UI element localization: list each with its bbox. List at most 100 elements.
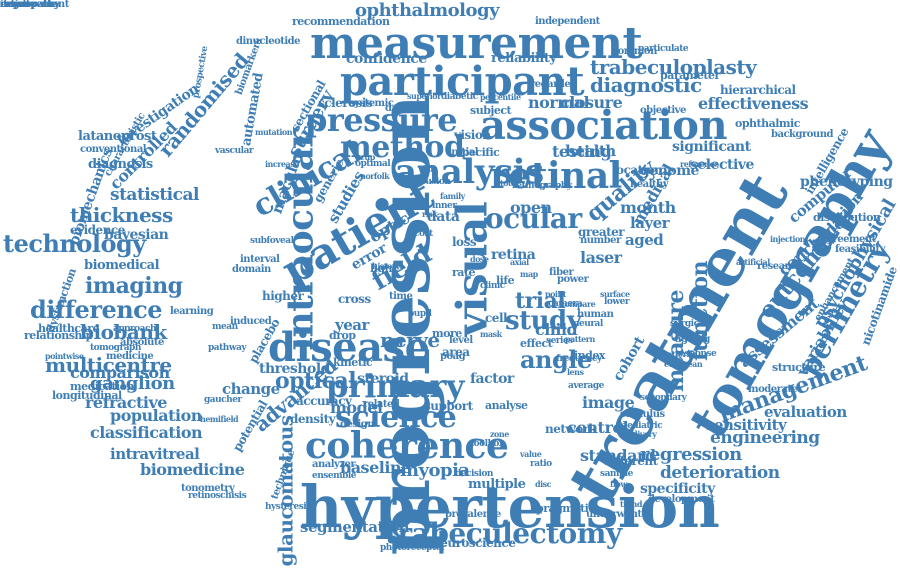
- cloud-word: significant: [672, 139, 751, 155]
- cloud-word: particulate: [638, 44, 689, 54]
- cloud-word: prevalence: [445, 509, 501, 520]
- cloud-word: imaging: [85, 273, 183, 299]
- cloud-word: paediatric: [616, 421, 663, 431]
- cloud-word: ophthalmology: [355, 0, 500, 21]
- cloud-word: vision: [454, 128, 491, 142]
- cloud-word: induced: [230, 316, 272, 327]
- cloud-word: number: [580, 235, 621, 246]
- cloud-word: science: [335, 400, 457, 435]
- cloud-word: higher: [262, 289, 304, 303]
- cloud-word: delivery: [625, 429, 657, 439]
- cloud-word: retinal: [490, 155, 622, 197]
- cloud-word: biomedicine: [140, 460, 245, 479]
- cloud-word: sample: [600, 469, 633, 479]
- cloud-word: phenotyping: [800, 174, 893, 190]
- cloud-word: statistical: [110, 185, 199, 205]
- cloud-word: diabetic: [441, 92, 478, 102]
- cloud-word: compare: [560, 299, 596, 309]
- cloud-word: standard: [580, 446, 656, 465]
- cloud-word: health: [565, 142, 616, 160]
- cloud-word: testing: [552, 142, 612, 161]
- cloud-word: design: [340, 419, 375, 430]
- cloud-word: ageing: [675, 334, 710, 345]
- cloud-word: fiber: [549, 267, 574, 278]
- cloud-word: retina: [491, 247, 536, 263]
- cloud-word: specificity: [640, 481, 715, 497]
- cloud-word: subject: [470, 104, 512, 117]
- cloud-word: average: [568, 381, 604, 391]
- cloud-word: retinoschisis: [188, 491, 247, 501]
- cloud-word: kinetic: [333, 356, 373, 369]
- cloud-word: baseline: [340, 458, 411, 477]
- cloud-word: disc: [535, 479, 552, 489]
- cloud-word: coherence: [305, 425, 509, 467]
- cloud-word: camera: [548, 299, 583, 309]
- cloud-word: open: [510, 198, 552, 217]
- cloud-word: analyzer: [312, 459, 356, 470]
- cloud-word: classification: [90, 423, 203, 442]
- cloud-word: degree: [0, 0, 36, 10]
- cloud-word: regarded: [530, 79, 577, 90]
- cloud-word: greater: [578, 225, 625, 239]
- cloud-word: initial: [448, 147, 479, 158]
- cloud-word: conventional: [80, 144, 147, 155]
- cloud-word: distribution: [813, 211, 881, 224]
- cloud-word: multiple: [468, 477, 526, 492]
- cloud-word: trabeculoplasty: [590, 55, 757, 79]
- cloud-word: cost: [414, 229, 433, 239]
- cloud-word: optimal: [355, 159, 391, 169]
- cloud-word: latanoprost: [78, 129, 157, 144]
- cloud-word: hierarchical: [720, 83, 796, 97]
- cloud-word: common: [612, 46, 657, 57]
- cloud-word: month: [620, 198, 676, 217]
- cloud-word: drop: [329, 329, 356, 342]
- cloud-word: relationship: [24, 329, 93, 342]
- cloud-word: mean: [212, 322, 238, 332]
- cloud-word: function: [687, 260, 714, 362]
- cloud-word: steroid: [357, 371, 409, 387]
- cloud-word: underwent: [586, 509, 642, 520]
- cloud-word: hypertension: [300, 473, 720, 541]
- cloud-word: ocular: [485, 202, 582, 235]
- cloud-word: pointwise: [45, 351, 84, 361]
- cloud-word: specific: [456, 146, 500, 159]
- cloud-word: normal: [528, 93, 590, 112]
- cloud-word: pragmatic: [536, 502, 595, 515]
- cloud-word: evidence: [70, 223, 125, 237]
- cloud-word: index: [574, 349, 605, 362]
- cloud-word: ophthalmic: [735, 117, 800, 130]
- cloud-word: cross: [338, 292, 371, 306]
- cloud-word: healthcare: [38, 322, 100, 335]
- cloud-word: frequency: [556, 354, 602, 364]
- cloud-word: research: [757, 261, 802, 272]
- cloud-word: artificial: [736, 257, 770, 267]
- cloud-word: optical: [275, 368, 357, 394]
- cloud-word: method: [340, 130, 465, 165]
- cloud-word: change: [222, 380, 280, 398]
- cloud-word: agreement: [820, 234, 876, 245]
- cloud-word: ratio: [530, 459, 552, 469]
- cloud-word: angle: [520, 345, 592, 374]
- cloud-word: participant: [340, 58, 585, 105]
- cloud-word: increase: [265, 159, 299, 169]
- cloud-word: biobank: [80, 320, 167, 344]
- cloud-word: trabeculectomy: [385, 517, 622, 550]
- cloud-word: tonometry: [181, 483, 235, 494]
- cloud-word: data: [427, 209, 460, 225]
- cloud-word: fusion: [422, 177, 451, 187]
- cloud-word: human: [577, 309, 614, 320]
- cloud-word: lower: [604, 297, 630, 307]
- cloud-word: thickness: [70, 203, 173, 227]
- cloud-word: surface: [600, 289, 630, 299]
- cloud-word: retinopathy: [0, 0, 60, 10]
- cloud-word: development: [648, 494, 715, 505]
- cloud-word: eye: [396, 377, 410, 387]
- cloud-word: moderate: [748, 384, 798, 395]
- cloud-word: neuroscience: [432, 536, 516, 550]
- cloud-word: value: [520, 449, 542, 459]
- cloud-word: threshold: [259, 361, 330, 377]
- cloud-word: healthy: [630, 179, 669, 190]
- cloud-word: pressure: [305, 101, 458, 139]
- cloud-word: decision: [455, 469, 493, 479]
